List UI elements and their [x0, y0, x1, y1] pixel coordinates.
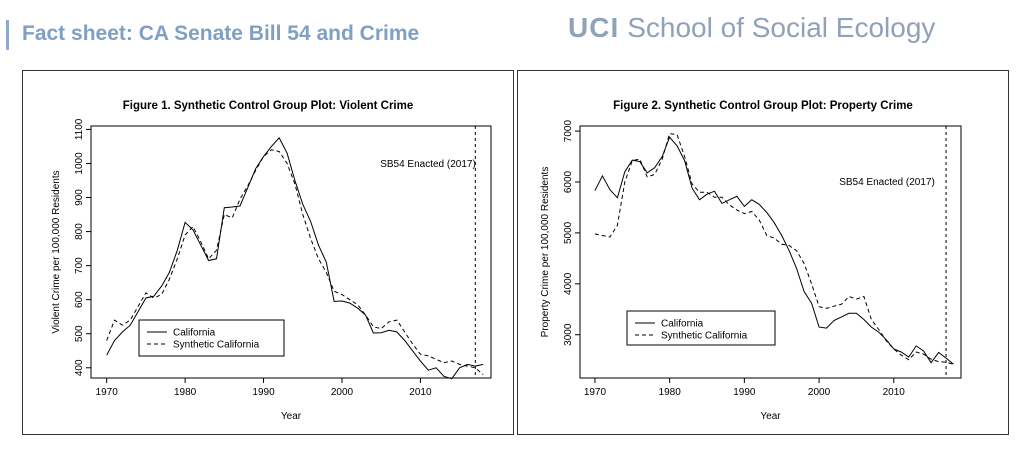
y-tick-label: 800 [74, 223, 85, 240]
plot-frame [90, 125, 492, 379]
series-line-california [106, 137, 484, 380]
legend-box [626, 310, 776, 346]
legend-label: Synthetic California [661, 331, 748, 342]
brand-logo: UCI School of Social Ecology [568, 12, 935, 44]
y-tick-label: 600 [74, 291, 85, 308]
chart-panel-property-crime: Figure 2. Synthetic Control Group Plot: … [517, 70, 1009, 435]
brand-uci-wordmark: UCI [568, 12, 620, 43]
y-tick-label: 900 [74, 189, 85, 206]
y-tick-label: 400 [74, 359, 85, 376]
legend-box [138, 319, 285, 357]
x-tick-label: 1970 [96, 387, 119, 398]
y-tick-label: 4000 [563, 272, 574, 295]
x-tick-label: 2010 [883, 387, 906, 398]
header-accent-bar [6, 20, 9, 50]
x-axis-label: Year [281, 411, 302, 422]
brand-school-name: School of Social Ecology [627, 12, 936, 43]
legend-label: California [173, 328, 216, 339]
x-axis-label: Year [760, 411, 781, 422]
plot-frame [579, 125, 962, 379]
y-tick-label: 1100 [74, 118, 85, 140]
y-tick-label: 7000 [563, 120, 574, 143]
y-tick-label: 700 [74, 257, 85, 274]
x-tick-label: 1990 [733, 387, 756, 398]
x-tick-label: 1970 [584, 387, 607, 398]
x-tick-label: 2010 [409, 387, 432, 398]
series-line-california [594, 136, 954, 365]
chart-title: Figure 1. Synthetic Control Group Plot: … [123, 100, 414, 112]
chart-panel-violent-crime: Figure 1. Synthetic Control Group Plot: … [22, 70, 514, 435]
x-tick-label: 2000 [331, 387, 354, 398]
x-tick-label: 2000 [808, 387, 831, 398]
chart-violent-crime: Figure 1. Synthetic Control Group Plot: … [51, 100, 492, 422]
x-tick-label: 1980 [659, 387, 682, 398]
x-tick-label: 1980 [174, 387, 197, 398]
y-tick-label: 5000 [563, 221, 574, 244]
y-axis-label: Violent Crime per 100,000 Residents [51, 170, 62, 333]
legend-label: Synthetic California [173, 340, 260, 351]
y-tick-label: 6000 [563, 170, 574, 193]
sb54-annotation: SB54 Enacted (2017) [839, 177, 935, 188]
y-tick-label: 3000 [563, 323, 574, 346]
x-tick-label: 1990 [252, 387, 275, 398]
series-line-synthetic-california [106, 149, 484, 375]
legend-label: California [661, 319, 704, 330]
y-axis-label: Property Crime per 100,000 Residents [540, 167, 551, 338]
chart-title: Figure 2. Synthetic Control Group Plot: … [613, 100, 913, 112]
sb54-annotation: SB54 Enacted (2017) [380, 159, 476, 170]
page-title: Fact sheet: CA Senate Bill 54 and Crime [22, 22, 420, 45]
chart-property-crime: Figure 2. Synthetic Control Group Plot: … [540, 100, 962, 422]
y-tick-label: 500 [74, 325, 85, 342]
y-tick-label: 1000 [74, 152, 85, 175]
